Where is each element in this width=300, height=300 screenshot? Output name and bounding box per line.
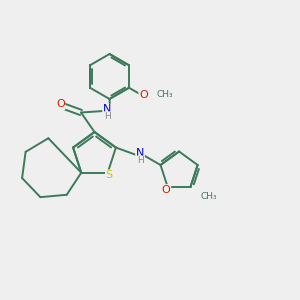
Text: H: H: [137, 156, 143, 165]
Text: O: O: [139, 90, 148, 100]
Text: O: O: [56, 99, 65, 109]
Text: N: N: [136, 148, 144, 158]
Text: CH₃: CH₃: [156, 90, 173, 99]
Text: H: H: [104, 112, 110, 121]
Text: CH₃: CH₃: [201, 193, 217, 202]
Text: S: S: [106, 170, 113, 180]
Text: O: O: [162, 185, 170, 195]
Text: N: N: [103, 104, 111, 115]
